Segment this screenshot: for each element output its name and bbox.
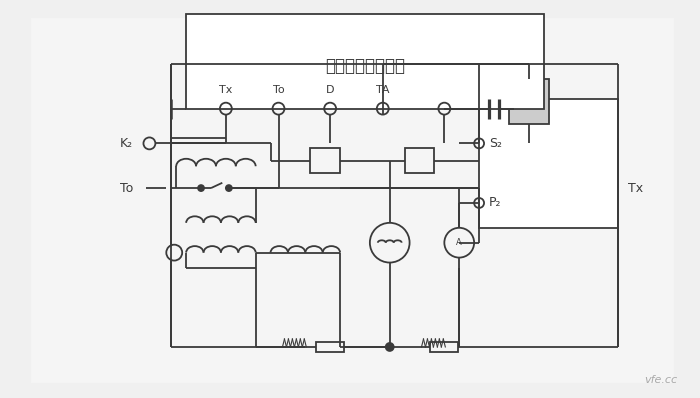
Bar: [479, 99, 618, 228]
Circle shape: [226, 185, 232, 191]
Bar: [509, 79, 549, 123]
Text: P₂: P₂: [489, 197, 501, 209]
Bar: [430, 342, 458, 352]
Bar: [186, 14, 544, 109]
Text: D: D: [326, 85, 335, 95]
Text: Tx: Tx: [219, 85, 232, 95]
Text: To: To: [273, 85, 284, 95]
Text: Tx: Tx: [628, 181, 643, 195]
Bar: [405, 148, 435, 173]
Bar: [316, 342, 344, 352]
Circle shape: [386, 343, 393, 351]
Text: S₂: S₂: [489, 137, 502, 150]
Circle shape: [198, 185, 204, 191]
Text: To: To: [120, 181, 133, 195]
Text: 电子互感器校验仪: 电子互感器校验仪: [325, 57, 405, 75]
Text: K₂: K₂: [120, 137, 133, 150]
Text: vfe.cc: vfe.cc: [645, 375, 678, 385]
Text: A: A: [456, 238, 462, 247]
Bar: [310, 148, 340, 173]
Text: TA: TA: [376, 85, 389, 95]
